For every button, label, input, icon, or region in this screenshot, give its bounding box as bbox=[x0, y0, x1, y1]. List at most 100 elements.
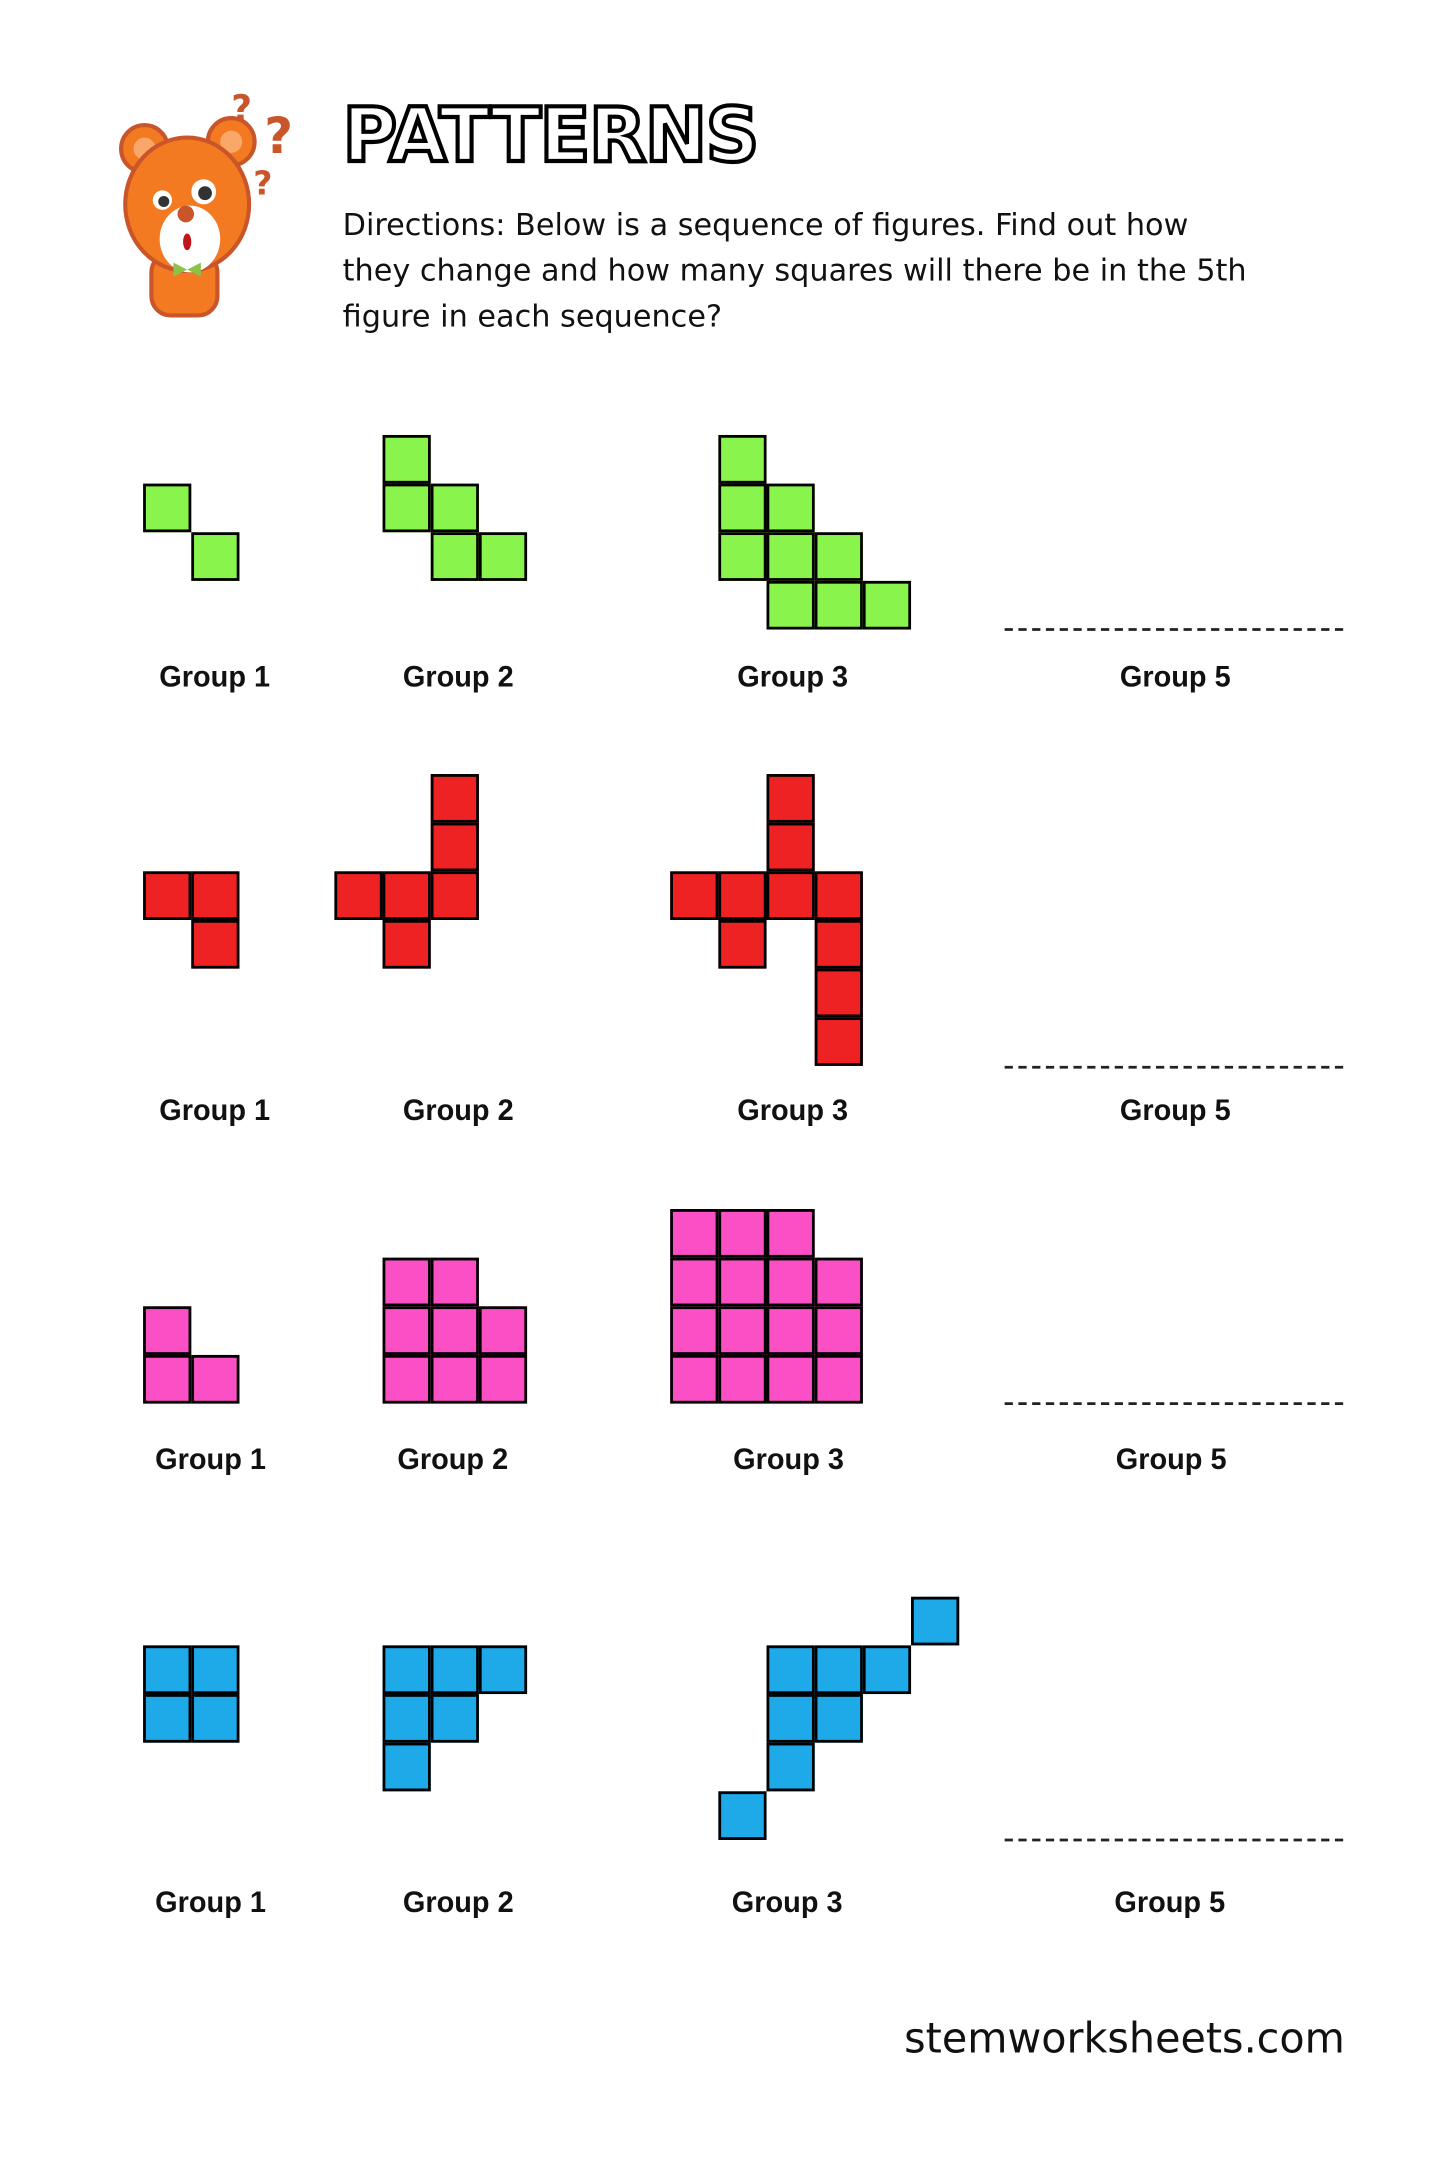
square-cell bbox=[382, 1354, 431, 1404]
square-cell bbox=[814, 1645, 863, 1695]
square-cell bbox=[382, 871, 431, 920]
square-cell bbox=[143, 483, 192, 533]
answer-blank-line[interactable] bbox=[1004, 1838, 1344, 1842]
square-cell bbox=[191, 1645, 240, 1695]
group-label: Group 5 bbox=[1115, 1443, 1227, 1476]
square-cell bbox=[191, 532, 240, 581]
square-cell bbox=[430, 1257, 479, 1307]
square-cell bbox=[670, 1354, 719, 1404]
square-cell bbox=[430, 871, 479, 920]
square-cell bbox=[478, 1306, 528, 1355]
square-cell bbox=[718, 1306, 767, 1355]
group-label: Group 3 bbox=[733, 1443, 844, 1476]
group-label: Group 3 bbox=[737, 661, 849, 694]
square-cell bbox=[478, 1354, 528, 1404]
group-label: Group 5 bbox=[1119, 1095, 1231, 1128]
square-cell bbox=[766, 774, 815, 823]
footer-site: stemworksheets.com bbox=[904, 2015, 1345, 2064]
square-cell bbox=[718, 434, 767, 484]
square-cell bbox=[718, 919, 767, 969]
square-cell bbox=[766, 1694, 815, 1743]
square-cell bbox=[143, 1645, 192, 1695]
square-cell bbox=[766, 871, 815, 920]
square-cell bbox=[814, 1354, 863, 1404]
square-cell bbox=[911, 1596, 960, 1646]
svg-text:?: ? bbox=[253, 163, 272, 202]
square-cell bbox=[766, 1306, 815, 1355]
square-cell bbox=[478, 1645, 528, 1695]
square-cell bbox=[766, 822, 815, 872]
group-label: Group 1 bbox=[159, 661, 271, 694]
square-cell bbox=[766, 532, 815, 581]
square-cell bbox=[430, 1645, 479, 1695]
svg-text:?: ? bbox=[264, 107, 293, 165]
square-cell bbox=[814, 532, 863, 581]
square-cell bbox=[430, 1306, 479, 1355]
square-cell bbox=[430, 532, 479, 581]
square-cell bbox=[718, 532, 767, 581]
square-cell bbox=[430, 822, 479, 872]
square-cell bbox=[430, 1694, 479, 1743]
group-label: Group 3 bbox=[737, 1095, 849, 1128]
square-cell bbox=[766, 1645, 815, 1695]
square-cell bbox=[814, 1306, 863, 1355]
square-cell bbox=[718, 1257, 767, 1307]
square-cell bbox=[814, 919, 863, 969]
square-cell bbox=[382, 1645, 431, 1695]
square-cell bbox=[670, 1306, 719, 1355]
group-label: Group 3 bbox=[731, 1887, 843, 1920]
square-cell bbox=[382, 434, 431, 484]
confused-bear-icon: ? ? ? bbox=[110, 86, 316, 336]
group-label: Group 2 bbox=[402, 1887, 514, 1920]
square-cell bbox=[430, 1354, 479, 1404]
square-cell bbox=[814, 968, 863, 1018]
square-cell bbox=[718, 1354, 767, 1404]
square-cell bbox=[191, 1354, 240, 1404]
square-cell bbox=[191, 871, 240, 920]
square-cell bbox=[430, 774, 479, 823]
group-label: Group 1 bbox=[159, 1095, 271, 1128]
square-cell bbox=[382, 1257, 431, 1307]
square-cell bbox=[191, 919, 240, 969]
group-label: Group 2 bbox=[397, 1443, 509, 1476]
square-cell bbox=[382, 919, 431, 969]
square-cell bbox=[670, 871, 719, 920]
square-cell bbox=[670, 1209, 719, 1258]
square-cell bbox=[382, 1742, 431, 1792]
square-cell bbox=[766, 1209, 815, 1258]
group-label: Group 5 bbox=[1114, 1887, 1226, 1920]
square-cell bbox=[143, 1354, 192, 1404]
square-cell bbox=[814, 871, 863, 920]
square-cell bbox=[382, 483, 431, 533]
group-label: Group 1 bbox=[155, 1443, 266, 1476]
answer-blank-line[interactable] bbox=[1004, 1402, 1344, 1405]
square-cell bbox=[766, 1257, 815, 1307]
square-cell bbox=[718, 871, 767, 920]
square-cell bbox=[143, 1694, 192, 1743]
square-cell bbox=[430, 483, 479, 533]
square-cell bbox=[718, 1791, 767, 1840]
answer-blank-line[interactable] bbox=[1004, 1065, 1344, 1069]
square-cell bbox=[766, 483, 815, 533]
square-cell bbox=[191, 1694, 240, 1743]
square-cell bbox=[478, 532, 528, 581]
square-cell bbox=[670, 1257, 719, 1307]
square-cell bbox=[862, 1645, 912, 1695]
square-cell bbox=[718, 1209, 767, 1258]
square-cell bbox=[143, 871, 192, 920]
square-cell bbox=[814, 1694, 863, 1743]
square-cell bbox=[862, 580, 912, 630]
square-cell bbox=[766, 580, 815, 630]
group-label: Group 2 bbox=[402, 1095, 514, 1128]
square-cell bbox=[814, 1017, 863, 1066]
square-cell bbox=[143, 1306, 192, 1355]
square-cell bbox=[382, 1306, 431, 1355]
group-label: Group 5 bbox=[1119, 661, 1231, 694]
square-cell bbox=[814, 580, 863, 630]
square-cell bbox=[766, 1742, 815, 1792]
square-cell bbox=[382, 1694, 431, 1743]
page-title: PATTERNS bbox=[341, 90, 762, 182]
answer-blank-line[interactable] bbox=[1004, 628, 1344, 631]
directions-text: Directions: Below is a sequence of figur… bbox=[342, 208, 1247, 335]
